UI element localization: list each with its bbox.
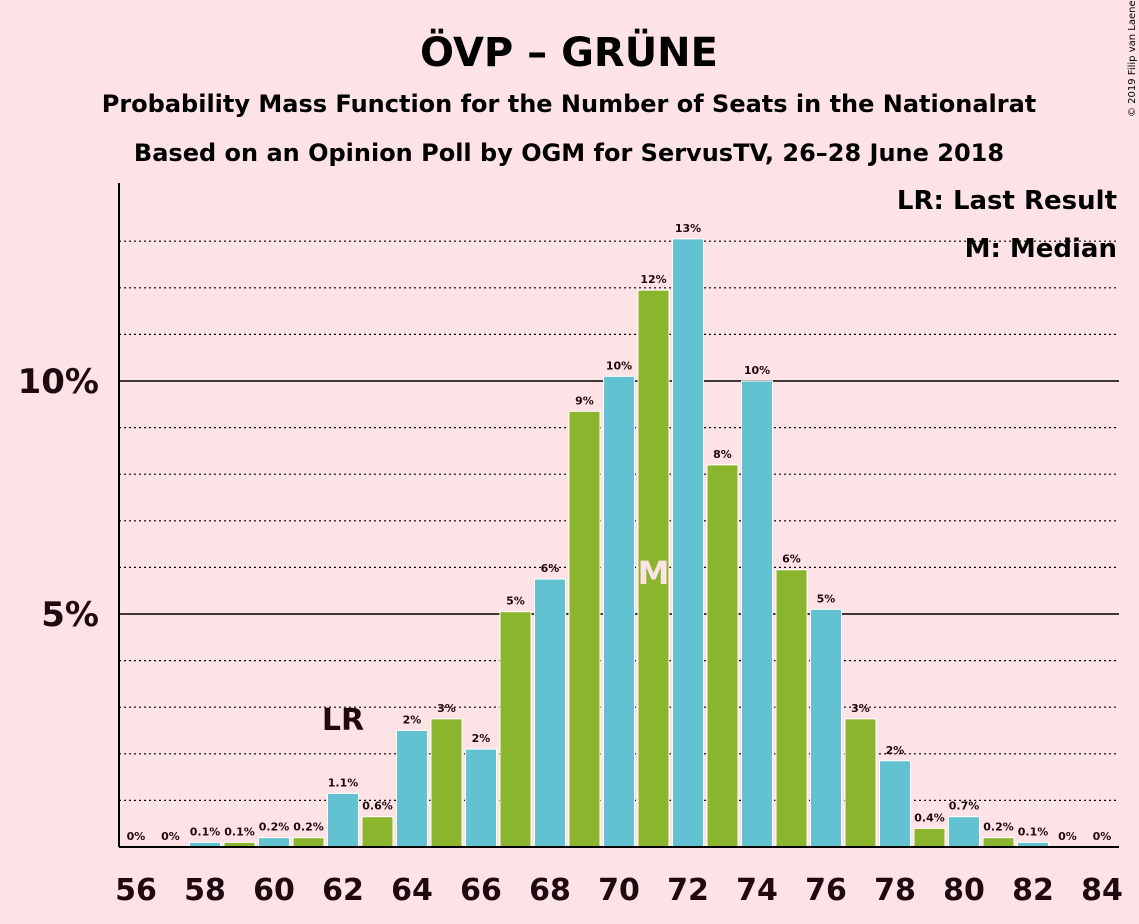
value-label-seat-64: 2% [403, 714, 422, 727]
value-label-seat-79: 0.4% [914, 811, 945, 824]
chart-title: ÖVP – GRÜNE [420, 28, 718, 76]
bar-seat-66 [465, 748, 497, 848]
value-label-seat-81: 0.2% [983, 821, 1014, 834]
bar-seat-65 [430, 718, 463, 848]
x-tick-72: 72 [667, 873, 709, 908]
value-label-seat-60: 0.2% [259, 821, 290, 834]
copyright-note: © 2019 Filip van Laenen [1127, 0, 1138, 117]
x-tick-80: 80 [943, 873, 985, 908]
median-marker: M [638, 554, 670, 592]
x-tick-56: 56 [115, 873, 157, 908]
last-result-marker: LR [322, 703, 364, 738]
bar-seat-63 [361, 816, 394, 848]
chart-subtitle-1: Probability Mass Function for the Number… [102, 90, 1037, 118]
chart-subtitle-2: Based on an Opinion Poll by OGM for Serv… [134, 139, 1004, 167]
value-label-seat-74: 10% [744, 364, 770, 377]
value-label-seat-67: 5% [506, 595, 525, 608]
x-tick-62: 62 [322, 873, 364, 908]
value-label-seat-69: 9% [575, 394, 594, 407]
x-tick-70: 70 [598, 873, 640, 908]
bar-seat-71 [637, 289, 670, 848]
value-label-seat-65: 3% [437, 702, 456, 715]
value-label-seat-84: 0% [1093, 830, 1112, 843]
x-tick-66: 66 [460, 873, 502, 908]
value-label-seat-80: 0.7% [949, 800, 980, 813]
x-tick-74: 74 [736, 873, 778, 908]
value-label-seat-71: 12% [640, 273, 666, 286]
bar-seat-75 [775, 569, 808, 848]
legend-median: M: Median [965, 234, 1117, 264]
value-label-seat-76: 5% [817, 592, 836, 605]
bar-seat-81 [982, 837, 1015, 848]
bar-seat-62 [327, 792, 359, 848]
y-tick-5: 5% [41, 595, 99, 635]
bar-seat-70 [603, 375, 635, 848]
bar-seat-78 [879, 760, 911, 848]
x-tick-labels: 56 58 60 62 64 66 68 70 72 74 76 78 80 82 84 [115, 873, 1123, 908]
value-label-seat-61: 0.2% [293, 821, 324, 834]
legend-last-result: LR: Last Result [897, 186, 1117, 216]
value-label-seat-63: 0.6% [362, 800, 393, 813]
value-label-seat-57: 0% [161, 830, 180, 843]
value-label-seat-62: 1.1% [328, 776, 359, 789]
value-label-seat-56: 0% [127, 830, 146, 843]
x-tick-68: 68 [529, 873, 571, 908]
x-tick-82: 82 [1012, 873, 1054, 908]
bar-seat-77 [844, 718, 877, 848]
x-tick-84: 84 [1081, 873, 1123, 908]
value-label-seat-77: 3% [851, 702, 870, 715]
bar-seat-76 [810, 608, 842, 848]
value-label-seat-82: 0.1% [1018, 825, 1049, 838]
y-tick-labels: 5% 10% [18, 362, 99, 635]
value-label-seat-72: 13% [675, 222, 701, 235]
bar-seat-67 [499, 611, 532, 848]
value-label-seat-75: 6% [782, 553, 801, 566]
bar-seat-69 [568, 410, 601, 848]
axes [118, 183, 1119, 848]
bar-seat-73 [706, 464, 739, 848]
x-tick-60: 60 [253, 873, 295, 908]
bar-seat-74 [741, 380, 773, 848]
x-tick-76: 76 [805, 873, 847, 908]
value-label-seat-73: 8% [713, 448, 732, 461]
bar-seat-80 [948, 816, 980, 848]
bar-seat-79 [913, 827, 946, 848]
x-tick-78: 78 [874, 873, 916, 908]
value-label-seat-58: 0.1% [190, 825, 221, 838]
bar-seat-61 [292, 837, 325, 848]
value-label-seat-70: 10% [606, 359, 632, 372]
value-labels: 0% 0% 0.1% 0.1% 0.2% 0.2%1.1%0.6%2%3%2%5%6%9%… [127, 222, 1112, 843]
bar-seat-68 [534, 578, 566, 848]
bar-seat-72 [672, 238, 704, 848]
bar-seat-64 [396, 730, 428, 848]
value-label-seat-83: 0% [1058, 830, 1077, 843]
y-tick-10: 10% [18, 362, 99, 402]
x-tick-64: 64 [391, 873, 433, 908]
value-label-seat-78: 2% [886, 744, 905, 757]
bar-seat-60 [258, 837, 290, 848]
value-label-seat-59: 0.1% [224, 825, 255, 838]
bars [189, 238, 1049, 848]
value-label-seat-66: 2% [472, 732, 491, 745]
value-label-seat-68: 6% [541, 562, 560, 575]
x-tick-58: 58 [184, 873, 226, 908]
